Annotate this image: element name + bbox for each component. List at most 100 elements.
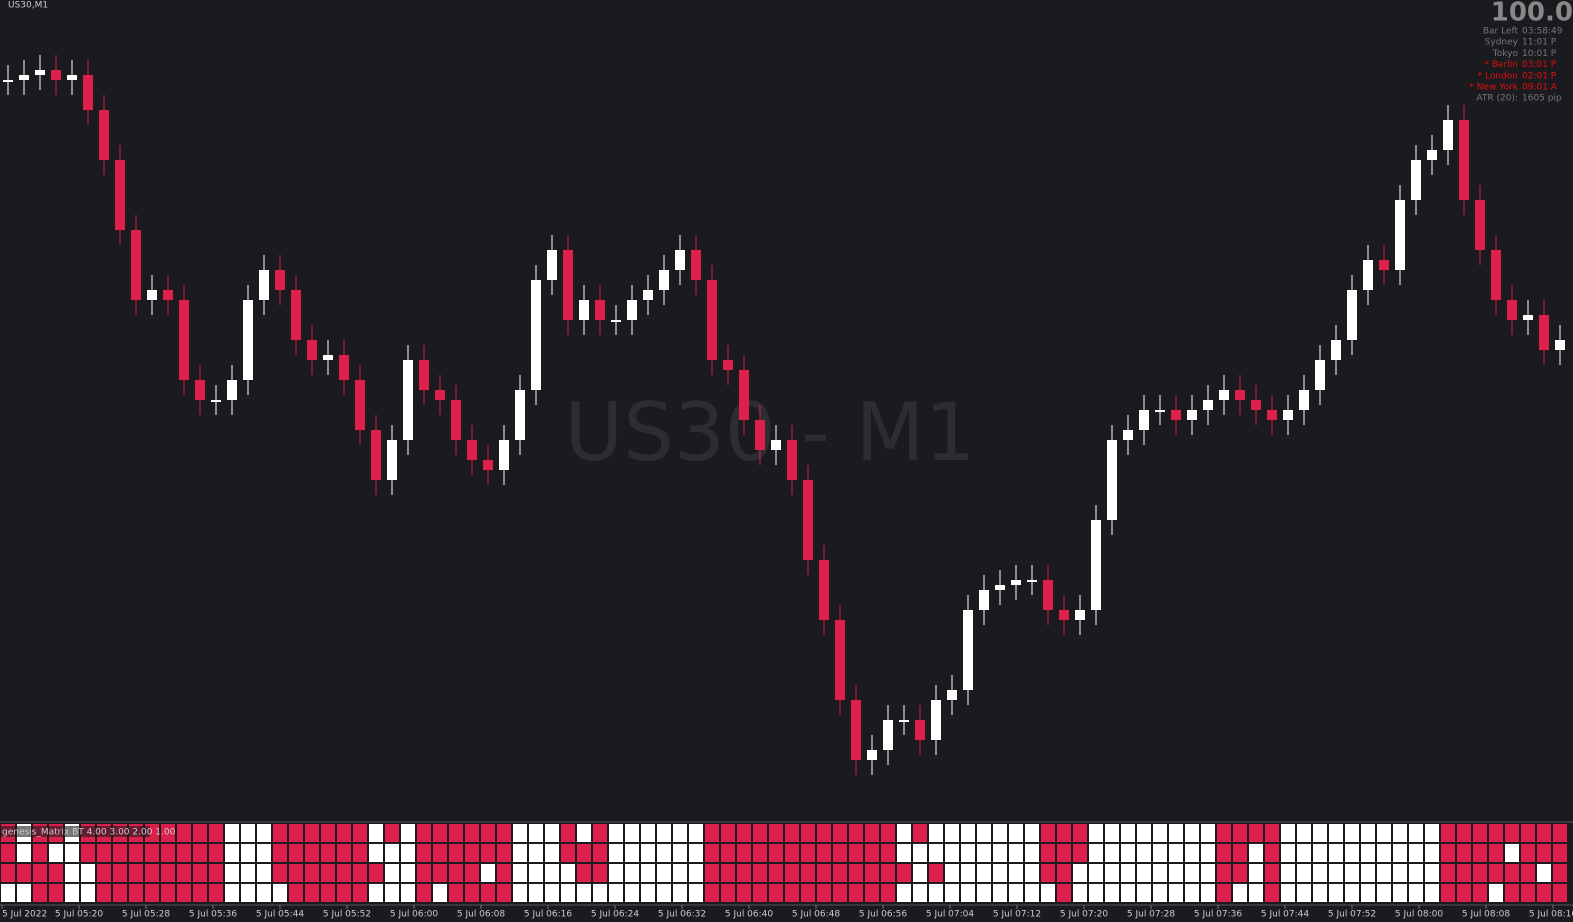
matrix-cell — [1201, 844, 1215, 862]
x-tick-label: 5 Jul 06:32 — [658, 910, 706, 920]
matrix-cell — [209, 884, 223, 902]
candle-body — [803, 480, 813, 560]
matrix-cell — [609, 824, 623, 842]
matrix-cell — [193, 824, 207, 842]
matrix-cell — [1185, 884, 1199, 902]
candle-body — [1219, 390, 1229, 400]
matrix-cell — [417, 864, 431, 882]
info-value: 09:01 A — [1522, 83, 1558, 93]
matrix-cell — [1313, 844, 1327, 862]
matrix-cell — [625, 864, 639, 882]
matrix-cell — [113, 844, 127, 862]
matrix-cell — [849, 864, 863, 882]
matrix-cell — [1137, 864, 1151, 882]
matrix-cell — [833, 884, 847, 902]
candle-body — [1427, 150, 1437, 160]
candle-body — [899, 720, 909, 722]
matrix-cell — [1201, 864, 1215, 882]
candle-body — [243, 300, 253, 380]
matrix-cell — [1, 844, 15, 862]
candle-body — [1091, 520, 1101, 610]
matrix-cell — [785, 884, 799, 902]
candle-body — [675, 250, 685, 270]
info-value: 02:01 P — [1522, 71, 1557, 81]
matrix-cell — [321, 864, 335, 882]
matrix-cell — [1521, 864, 1535, 882]
matrix-cell — [817, 864, 831, 882]
candle-body — [51, 70, 61, 80]
matrix-cell — [273, 824, 287, 842]
matrix-cell — [1441, 884, 1455, 902]
candle-body — [1459, 120, 1469, 200]
matrix-cell — [1409, 864, 1423, 882]
candle-body — [131, 230, 141, 300]
matrix-cell — [49, 884, 63, 902]
matrix-cell — [177, 844, 191, 862]
matrix-cell — [1153, 844, 1167, 862]
candle-body — [771, 440, 781, 450]
candle-body — [1491, 250, 1501, 300]
matrix-cell — [721, 884, 735, 902]
matrix-cell — [257, 824, 271, 842]
matrix-cell — [785, 864, 799, 882]
matrix-cell — [1025, 864, 1039, 882]
matrix-cell — [977, 824, 991, 842]
matrix-cell — [289, 844, 303, 862]
info-label: * Berlin — [1485, 60, 1518, 70]
matrix-cell — [1441, 824, 1455, 842]
matrix-cell — [81, 864, 95, 882]
matrix-cell — [1153, 824, 1167, 842]
matrix-cell — [1105, 884, 1119, 902]
matrix-cell — [401, 824, 415, 842]
candle-body — [851, 700, 861, 760]
matrix-cell — [1169, 864, 1183, 882]
matrix-cell — [1025, 824, 1039, 842]
matrix-cell — [1489, 884, 1503, 902]
matrix-cell — [881, 864, 895, 882]
candle-body — [1539, 315, 1549, 350]
info-value: 11:01 P — [1522, 38, 1557, 48]
candle-body — [931, 700, 941, 740]
matrix-cell — [305, 864, 319, 882]
matrix-cell — [1249, 864, 1263, 882]
candle-body — [947, 690, 957, 700]
candle-body — [835, 620, 845, 700]
matrix-cell — [753, 884, 767, 902]
matrix-cell — [1425, 844, 1439, 862]
matrix-cell — [1265, 884, 1279, 902]
candle-body — [195, 380, 205, 400]
info-label: * New York — [1469, 83, 1518, 93]
matrix-cell — [529, 884, 543, 902]
candle-body — [547, 250, 557, 280]
x-tick-label: 5 Jul 06:16 — [524, 910, 573, 920]
matrix-cell — [737, 884, 751, 902]
candle-body — [1027, 580, 1037, 582]
matrix-cell — [753, 844, 767, 862]
candle-body — [1123, 430, 1133, 440]
matrix-cell — [481, 864, 495, 882]
candle-body — [627, 300, 637, 320]
info-value: 10:01 P — [1522, 49, 1557, 59]
matrix-cell — [289, 824, 303, 842]
matrix-cell — [945, 844, 959, 862]
matrix-cell — [193, 864, 207, 882]
x-tick-label: 5 Jul 07:04 — [926, 910, 975, 920]
matrix-cell — [97, 844, 111, 862]
matrix-cell — [369, 844, 383, 862]
matrix-cell — [1361, 864, 1375, 882]
candle-body — [339, 355, 349, 380]
matrix-cell — [289, 864, 303, 882]
matrix-cell — [1185, 864, 1199, 882]
candle-body — [1443, 120, 1453, 150]
matrix-cell — [1441, 864, 1455, 882]
matrix-cell — [1473, 824, 1487, 842]
matrix-cell — [1041, 884, 1055, 902]
x-tick-label: 5 Jul 07:52 — [1328, 910, 1376, 920]
matrix-cell — [113, 864, 127, 882]
matrix-cell — [465, 884, 479, 902]
matrix-cell — [1377, 824, 1391, 842]
matrix-cell — [1425, 864, 1439, 882]
matrix-cell — [1057, 884, 1071, 902]
matrix-cell — [433, 844, 447, 862]
matrix-cell — [833, 824, 847, 842]
